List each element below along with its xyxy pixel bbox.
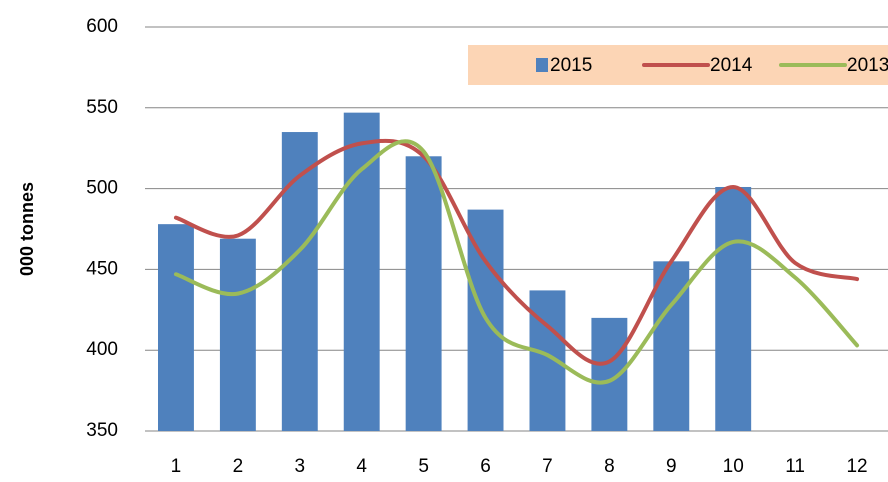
line [173,139,860,385]
bar [219,238,256,431]
y-tick-label: 550 [86,97,118,118]
x-tick-label: 12 [846,456,867,477]
x-tick-label: 3 [295,456,306,477]
x-tick-label: 11 [785,456,805,477]
x-tick-label: 6 [480,456,491,477]
legend-swatch [536,58,548,72]
y-tick-label: 600 [86,16,118,37]
bar [715,186,752,431]
x-tick-label: 10 [723,456,744,477]
x-tick-label: 2 [233,456,244,477]
y-tick-label: 450 [86,258,118,279]
legend-label: 2013 [847,55,888,76]
bar [343,112,380,431]
x-tick-label: 7 [542,456,553,477]
line [173,138,860,366]
y-axis-title: 000 tonnes [17,182,37,276]
x-tick-label: 8 [604,456,615,477]
x-tick-label: 1 [171,456,182,477]
x-tick-label: 4 [356,456,367,477]
y-tick-label: 500 [86,178,118,199]
x-tick-label: 9 [666,456,677,477]
x-tick-label: 5 [418,456,429,477]
y-tick-label: 350 [86,420,118,441]
legend-label: 2014 [710,55,753,76]
legend-label: 2015 [550,55,592,76]
y-tick-label: 400 [86,339,118,360]
bar [405,156,442,431]
bar [281,132,318,432]
bar [158,224,194,431]
